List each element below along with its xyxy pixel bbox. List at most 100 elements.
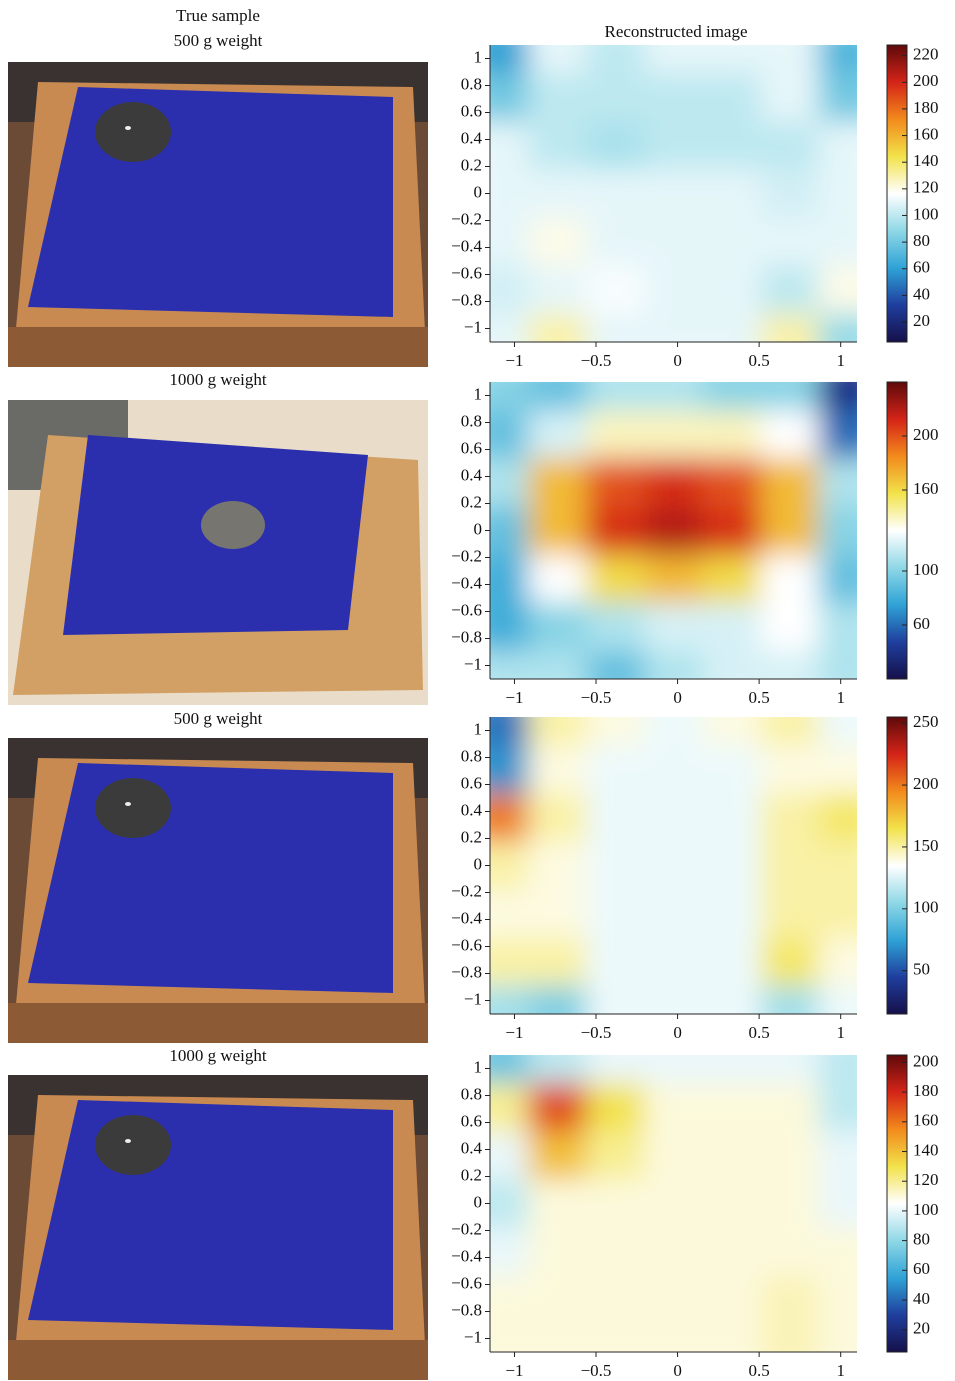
heatmap-cell bbox=[490, 73, 530, 123]
x-tick-label: 0 bbox=[673, 351, 682, 370]
heatmap-cell bbox=[528, 554, 588, 604]
photo bbox=[8, 400, 428, 705]
y-tick-label: −0.4 bbox=[451, 573, 482, 592]
colorbar-tick-label: 180 bbox=[913, 98, 939, 117]
heatmap-cell bbox=[644, 793, 704, 843]
heatmap-cell bbox=[528, 1275, 588, 1325]
x-tick-label: 0.5 bbox=[749, 351, 770, 370]
y-tick-label: −1 bbox=[464, 654, 482, 673]
heatmap-cell bbox=[644, 1055, 704, 1085]
heatmap-cell bbox=[528, 793, 588, 843]
heatmap-cell bbox=[490, 985, 530, 1014]
heatmap-cell bbox=[818, 1055, 857, 1085]
photo-caption: 500 g weight bbox=[174, 31, 263, 50]
y-tick-label: 0.2 bbox=[461, 155, 482, 174]
heatmap-cell bbox=[644, 382, 704, 412]
heatmap-cell bbox=[702, 602, 762, 652]
heatmap-cell bbox=[490, 745, 530, 795]
heatmap-cell bbox=[644, 985, 704, 1014]
heatmap-cell bbox=[702, 121, 762, 171]
heatmap-cell bbox=[490, 889, 530, 939]
heatmap-cell bbox=[644, 1323, 704, 1352]
heatmap-cell bbox=[760, 410, 820, 460]
chart-title: Reconstructed image bbox=[604, 22, 747, 41]
heatmap-cell bbox=[586, 793, 646, 843]
y-tick-label: 0 bbox=[474, 519, 483, 538]
heatmap-cell bbox=[528, 169, 588, 219]
x-tick-label: 0 bbox=[673, 1023, 682, 1042]
y-tick-label: −0.2 bbox=[451, 209, 482, 228]
heatmap-cell bbox=[818, 650, 857, 679]
heatmap-cell bbox=[760, 1055, 820, 1085]
heatmap-cell bbox=[644, 841, 704, 891]
heatmap-cell bbox=[528, 1179, 588, 1229]
heatmap-cell bbox=[586, 265, 646, 315]
x-tick-label: −0.5 bbox=[581, 688, 612, 707]
heatmap-cell bbox=[586, 717, 646, 747]
colorbar-tick-label: 120 bbox=[913, 178, 939, 197]
heatmap-cell bbox=[702, 73, 762, 123]
heatmap-cell bbox=[586, 1131, 646, 1181]
y-tick-label: −0.6 bbox=[451, 935, 482, 954]
heatmap-cell bbox=[528, 410, 588, 460]
x-tick-label: 1 bbox=[836, 688, 845, 707]
heatmap-cell bbox=[586, 217, 646, 267]
photo bbox=[8, 62, 428, 367]
colorbar-tick-label: 100 bbox=[913, 560, 939, 579]
y-tick-label: 0 bbox=[474, 182, 483, 201]
y-tick-label: −1 bbox=[464, 317, 482, 336]
heatmap-cell bbox=[760, 458, 820, 508]
heatmap-cell bbox=[760, 841, 820, 891]
y-tick-label: 0.8 bbox=[461, 74, 482, 93]
heatmap-cell bbox=[760, 382, 820, 412]
heatmap-cell bbox=[528, 506, 588, 556]
heatmap-cell bbox=[702, 217, 762, 267]
colorbar-tick-label: 160 bbox=[913, 124, 939, 143]
heatmap-cell bbox=[760, 45, 820, 75]
y-tick-label: 0.4 bbox=[461, 465, 483, 484]
heatmap-cell bbox=[702, 717, 762, 747]
x-tick-label: 0 bbox=[673, 688, 682, 707]
heatmap-cell bbox=[702, 1323, 762, 1352]
heatmap-cell bbox=[818, 1179, 857, 1229]
heatmap-cells bbox=[490, 1055, 857, 1352]
y-tick-label: −0.8 bbox=[451, 1300, 482, 1319]
y-tick-label: 0.2 bbox=[461, 1165, 482, 1184]
heatmap-cell bbox=[644, 265, 704, 315]
heatmap-cell bbox=[818, 410, 857, 460]
heatmap-cell bbox=[490, 1227, 530, 1277]
heatmap-cell bbox=[586, 745, 646, 795]
y-tick-label: −0.6 bbox=[451, 600, 482, 619]
y-tick-label: 0.6 bbox=[461, 438, 482, 457]
colorbar bbox=[886, 44, 908, 343]
y-tick-label: −0.4 bbox=[451, 1246, 482, 1265]
colorbar-tick-label: 140 bbox=[913, 151, 939, 170]
heatmap-cell bbox=[490, 382, 530, 412]
heatmap-cell bbox=[818, 1131, 857, 1181]
colorbar-tick-label: 200 bbox=[913, 425, 939, 444]
heatmap-cell bbox=[760, 1131, 820, 1181]
y-tick-label: −0.4 bbox=[451, 908, 482, 927]
heatmap-cell bbox=[586, 45, 646, 75]
heatmap-cell bbox=[528, 45, 588, 75]
heatmap-cell bbox=[760, 73, 820, 123]
heatmap-cell bbox=[490, 1131, 530, 1181]
y-tick-label: 0.6 bbox=[461, 101, 482, 120]
heatmap-cell bbox=[702, 1083, 762, 1133]
x-tick-label: −0.5 bbox=[581, 1023, 612, 1042]
heatmap-cell bbox=[528, 1055, 588, 1085]
heatmap-cell bbox=[490, 841, 530, 891]
y-tick-label: 0.4 bbox=[461, 1138, 483, 1157]
heatmap-cell bbox=[702, 410, 762, 460]
y-tick-label: 1 bbox=[474, 1057, 483, 1076]
photo bbox=[8, 1075, 428, 1380]
heatmap-cell bbox=[586, 313, 646, 342]
heatmap-cell bbox=[490, 45, 530, 75]
colorbar-tick-label: 140 bbox=[913, 1140, 939, 1159]
colorbar bbox=[886, 381, 908, 680]
heatmap-cell bbox=[818, 717, 857, 747]
heatmap-cell bbox=[644, 889, 704, 939]
y-tick-label: −0.2 bbox=[451, 881, 482, 900]
heatmap-cell bbox=[702, 1179, 762, 1229]
photo-caption: 500 g weight bbox=[174, 709, 263, 728]
